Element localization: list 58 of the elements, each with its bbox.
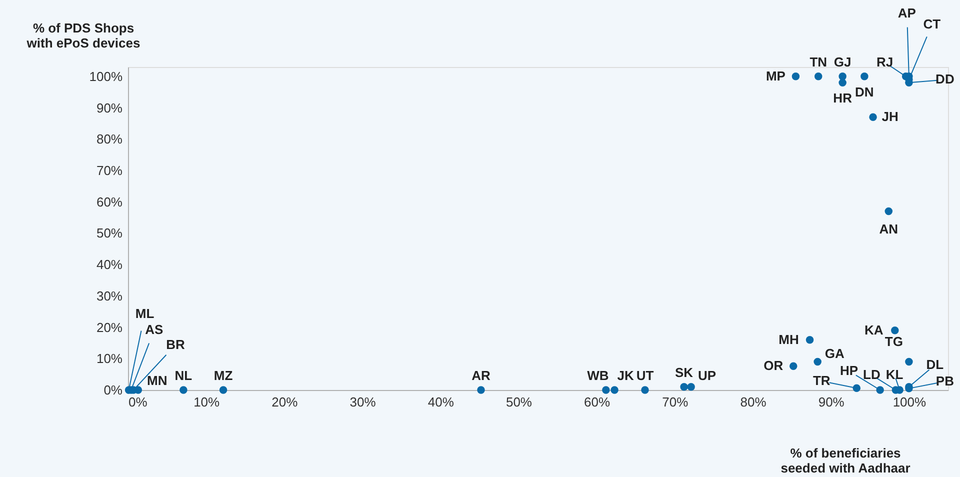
annotation: HR xyxy=(833,90,853,106)
annotation: MP xyxy=(766,68,786,84)
x-tick-label: 70% xyxy=(662,394,689,410)
annotation: MZ xyxy=(214,368,233,383)
annotation: UP xyxy=(698,368,716,383)
x-tick-label: 100% xyxy=(892,394,927,410)
y-tick-label: 0% xyxy=(104,382,123,398)
annotation: JK xyxy=(617,368,634,383)
annotation: AP xyxy=(898,5,916,20)
annotation: TG xyxy=(884,334,903,349)
annotation: DL xyxy=(926,356,944,372)
annotation: AN xyxy=(879,221,898,236)
x-tick-label: 80% xyxy=(740,394,767,410)
annotation: WB xyxy=(587,368,609,383)
annotation: MH xyxy=(778,332,799,347)
y-axis-title: % of PDS Shops with ePoS devices xyxy=(26,20,140,50)
y-tick-label: 10% xyxy=(96,351,123,366)
x-axis-title: % of beneficiaries seeded with Aadhaar xyxy=(780,446,910,476)
y-tick-label: 40% xyxy=(96,257,123,272)
y-tick-label: 50% xyxy=(96,226,123,241)
annotation: BR xyxy=(166,337,186,352)
annotation: RJ xyxy=(876,54,894,70)
annotation: UT xyxy=(636,368,654,383)
annotation: TR xyxy=(812,373,831,388)
annotation: AS xyxy=(145,322,164,337)
annotation: PB xyxy=(936,373,954,388)
x-tick-label: 20% xyxy=(272,394,298,410)
x-tick-label: 0% xyxy=(128,394,148,410)
annotation: HP xyxy=(840,363,858,378)
annotation: NL xyxy=(174,368,192,383)
annotation: OR xyxy=(764,358,784,374)
annotation: JH xyxy=(882,109,898,124)
x-tick-label: 90% xyxy=(818,394,845,410)
y-tick-label: 90% xyxy=(96,100,123,116)
annotation: LD xyxy=(863,367,880,382)
y-tick-label: 80% xyxy=(96,132,123,147)
annotation: DD xyxy=(936,72,954,87)
annotation: KL xyxy=(886,367,904,382)
annotation: GJ xyxy=(834,54,852,70)
y-tick-label: 20% xyxy=(96,320,123,335)
x-tick-label: 50% xyxy=(506,394,532,410)
annotation: KA xyxy=(864,322,884,338)
y-tick-label: 100% xyxy=(89,68,123,84)
x-tick-label: 40% xyxy=(428,394,454,410)
annotation: GA xyxy=(824,346,845,361)
annotation: CT xyxy=(923,16,941,32)
x-tick-label: 30% xyxy=(350,394,376,410)
annotation: ML xyxy=(135,306,154,321)
y-tick-label: 70% xyxy=(96,162,123,178)
annotation: TN xyxy=(810,54,828,70)
y-tick-label: 60% xyxy=(96,194,123,210)
annotation: SK xyxy=(675,364,694,380)
annotation: AR xyxy=(472,368,491,383)
annotation: MN xyxy=(147,373,168,388)
y-tick-label: 30% xyxy=(96,288,123,304)
annotation: DN xyxy=(855,84,874,100)
x-tick-label: 60% xyxy=(584,394,611,410)
x-tick-label: 10% xyxy=(194,394,220,410)
